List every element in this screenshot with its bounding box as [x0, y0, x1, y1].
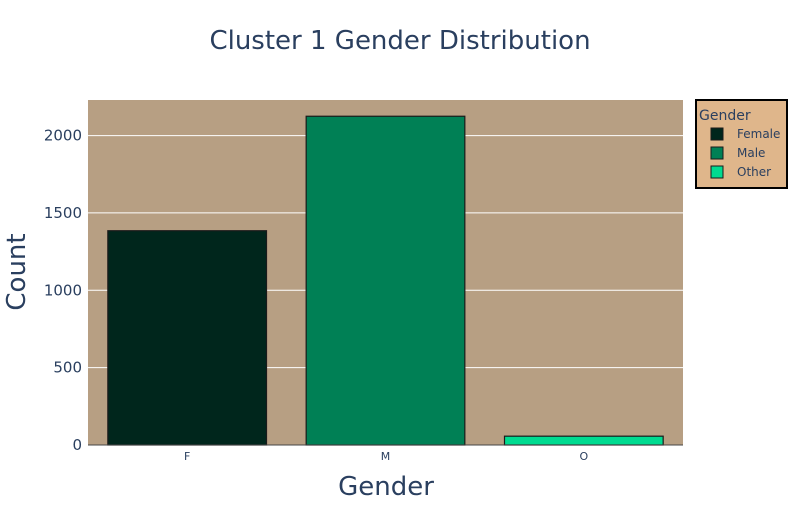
y-axis-title: Count	[2, 233, 32, 310]
bar-m[interactable]	[305, 115, 466, 446]
bars	[107, 115, 664, 446]
y-tick-label: 2000	[44, 127, 82, 145]
legend-label: Other	[737, 165, 771, 179]
chart-title: Cluster 1 Gender Distribution	[209, 26, 590, 56]
bar-o[interactable]	[503, 435, 664, 446]
y-tick-label: 500	[53, 359, 82, 377]
legend-item-other[interactable]: Other	[710, 165, 771, 179]
legend-item-male[interactable]: Male	[710, 146, 765, 160]
y-tick-label: 1000	[44, 281, 82, 299]
legend-label: Female	[737, 127, 780, 141]
x-tick-label: F	[184, 450, 190, 463]
bar-f[interactable]	[107, 230, 268, 446]
legend-box	[695, 99, 788, 189]
y-tick-label: 1500	[44, 204, 82, 222]
x-tick-label: M	[381, 450, 391, 463]
legend-label: Male	[737, 146, 765, 160]
x-tick-label: O	[579, 450, 588, 463]
legend-swatch	[710, 127, 724, 141]
legend[interactable]: Gender Female Male Other	[695, 99, 788, 189]
legend-swatch	[710, 165, 724, 179]
legend-swatch	[710, 146, 724, 160]
x-axis-title: Gender	[338, 472, 434, 502]
y-axis-ticks: 0 500 1000 1500 2000	[44, 127, 82, 454]
y-tick-label: 0	[72, 436, 82, 454]
legend-item-female[interactable]: Female	[710, 127, 780, 141]
legend-title: Gender	[699, 108, 751, 124]
